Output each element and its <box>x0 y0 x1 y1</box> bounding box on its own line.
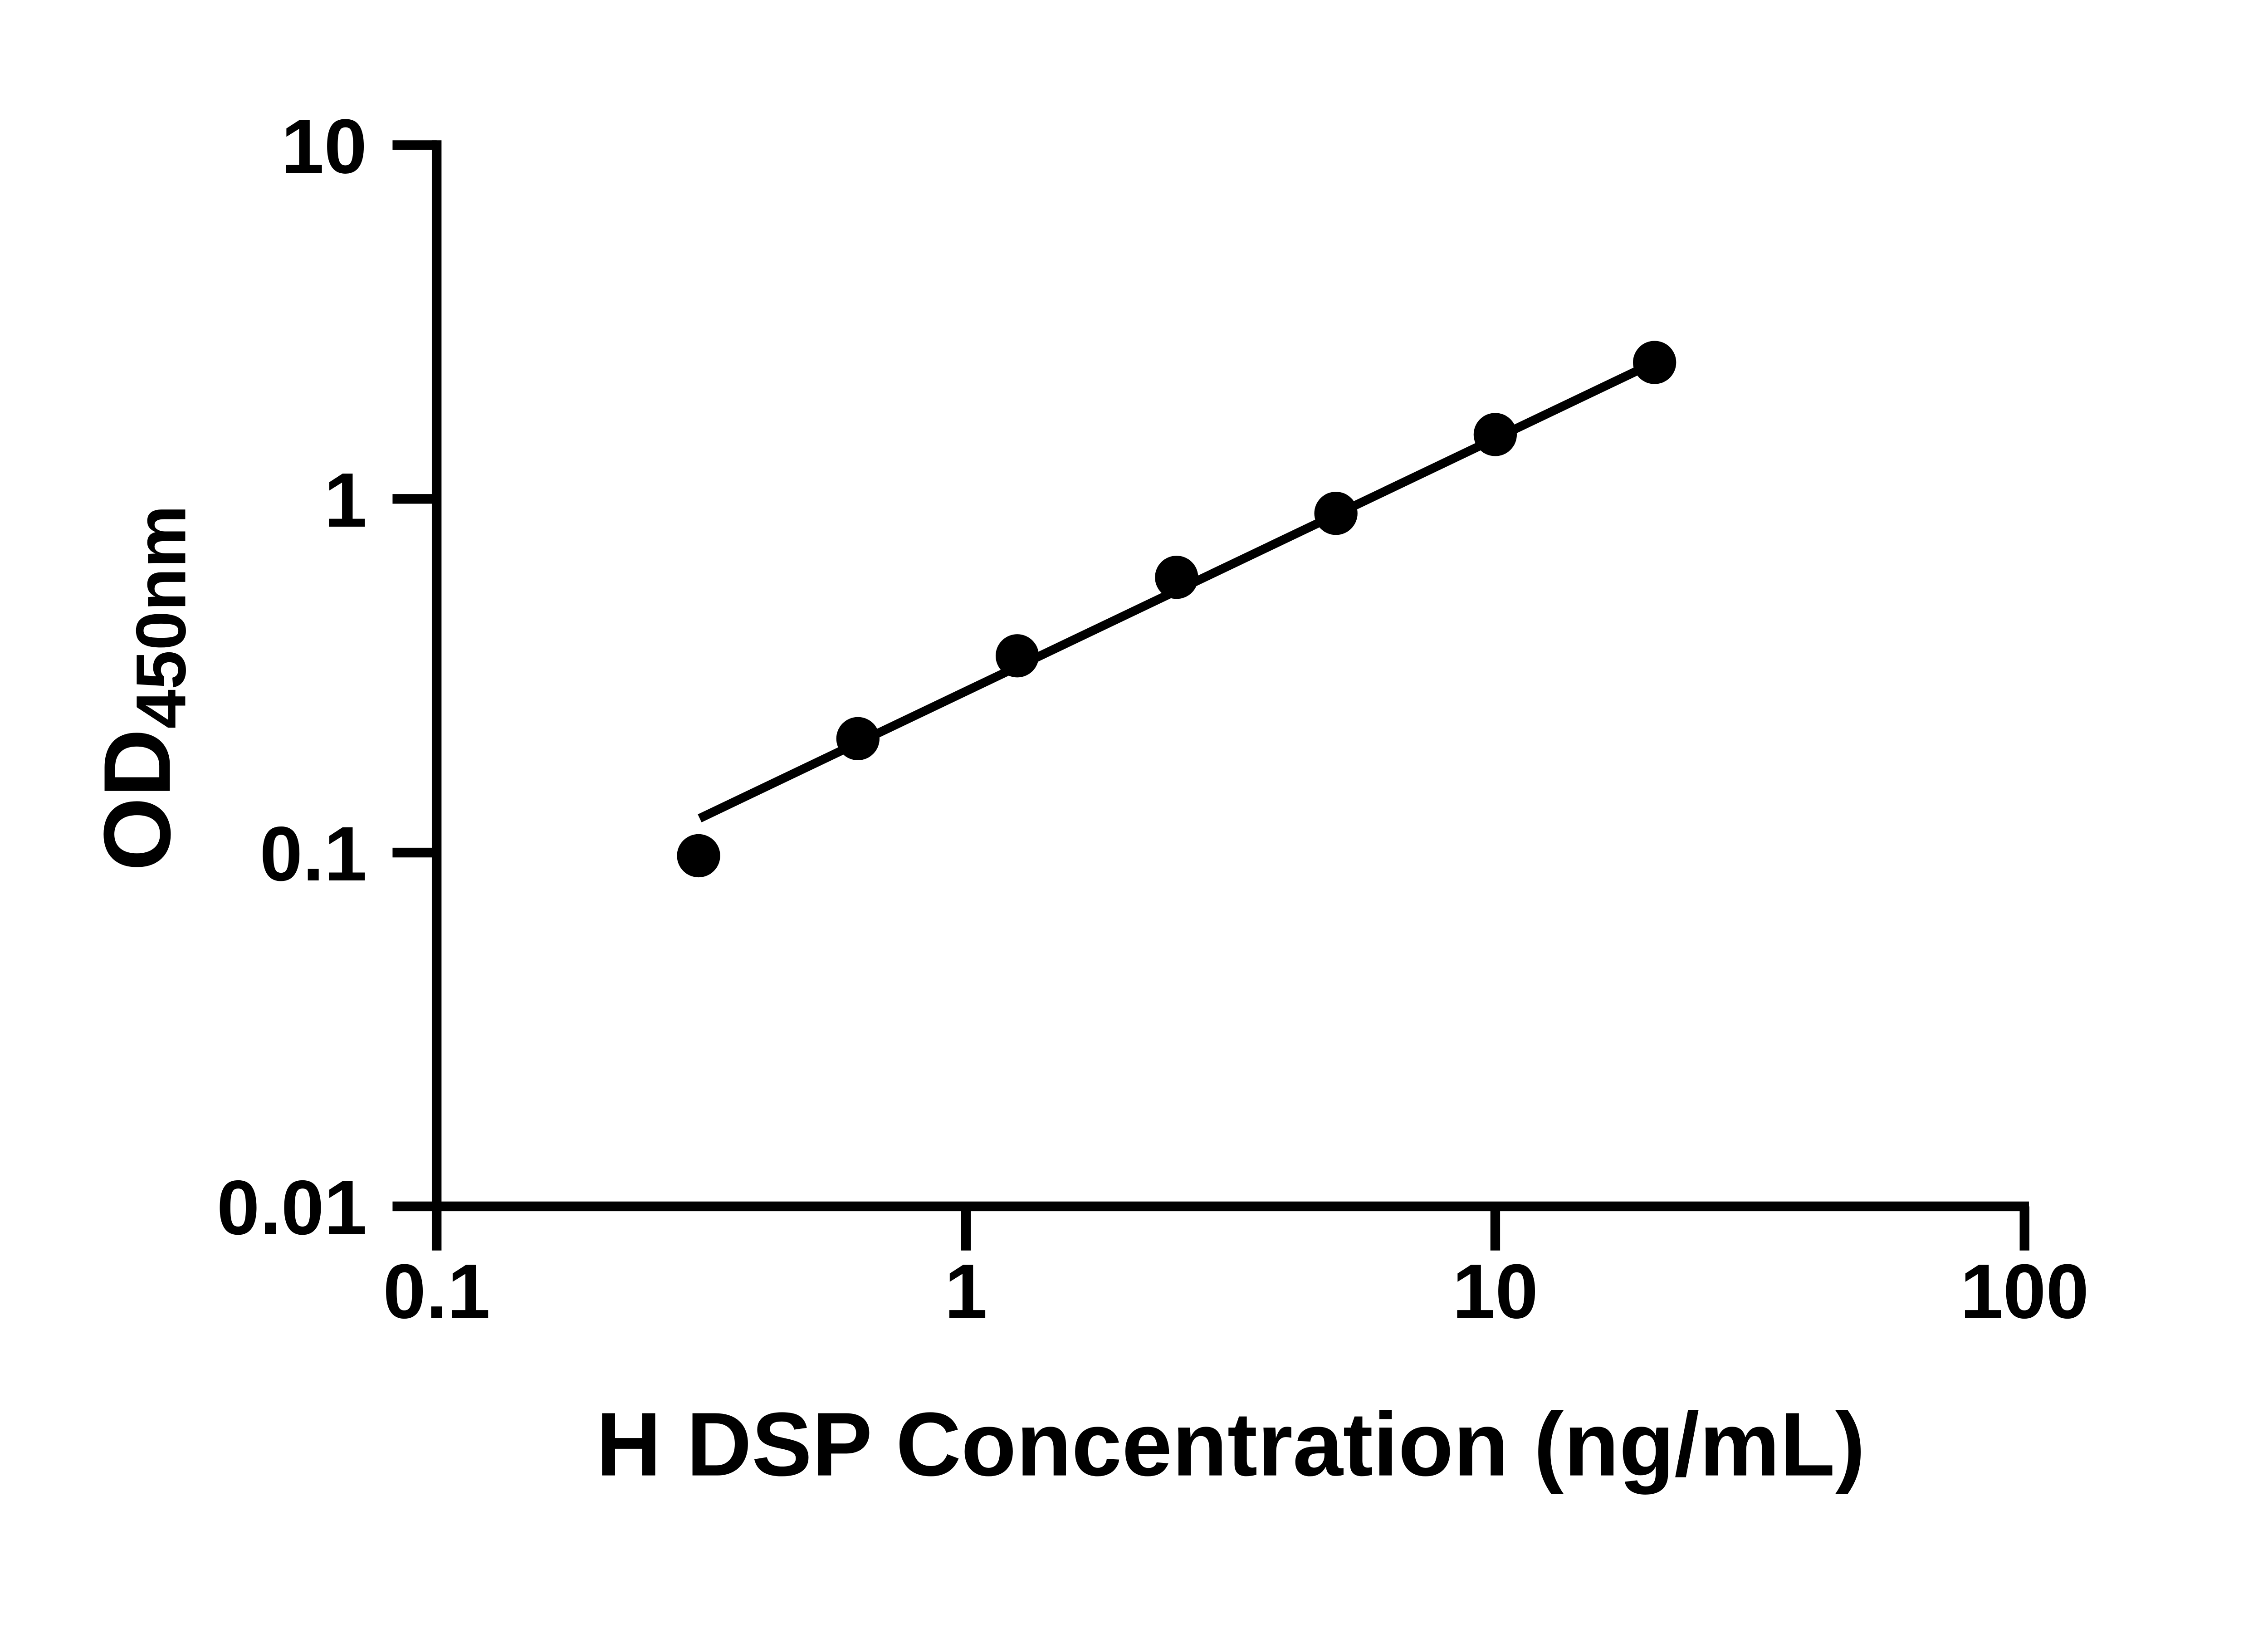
y-axis-title-subscript: 450nm <box>121 505 200 729</box>
data-point-5ng <box>1314 492 1358 535</box>
y-axis-title: OD450nm <box>84 505 200 871</box>
elisa-standard-curve-figure: 0.01 0.1 1 10 0.1 1 10 100 H DSP Concentration (… <box>84 103 2089 1495</box>
data-point-20ng <box>1633 341 1677 384</box>
x-tick-label-1: 1 <box>944 1248 987 1335</box>
y-tick-label-1: 1 <box>324 457 367 543</box>
page: { "figure": { "background_color": "#ffff… <box>84 103 2089 1495</box>
y-tick-label-0.01: 0.01 <box>217 1165 367 1251</box>
y-axis-title-main: OD <box>84 729 190 871</box>
x-axis-title: H DSP Concentration (ng/mL) <box>596 1394 1865 1495</box>
x-tick-label-10: 10 <box>1452 1248 1538 1335</box>
x-tick-label-0.1: 0.1 <box>383 1248 490 1335</box>
y-tick-label-0.1: 0.1 <box>259 811 367 897</box>
data-point-0.625ng <box>836 717 880 760</box>
data-point-1.25ng <box>995 634 1039 678</box>
data-point-0.3125ng <box>677 834 720 878</box>
data-point-10ng <box>1473 413 1517 456</box>
x-tick-label-100: 100 <box>1960 1248 2089 1335</box>
y-tick-label-10: 10 <box>281 103 367 190</box>
data-point-2.5ng <box>1155 556 1198 599</box>
